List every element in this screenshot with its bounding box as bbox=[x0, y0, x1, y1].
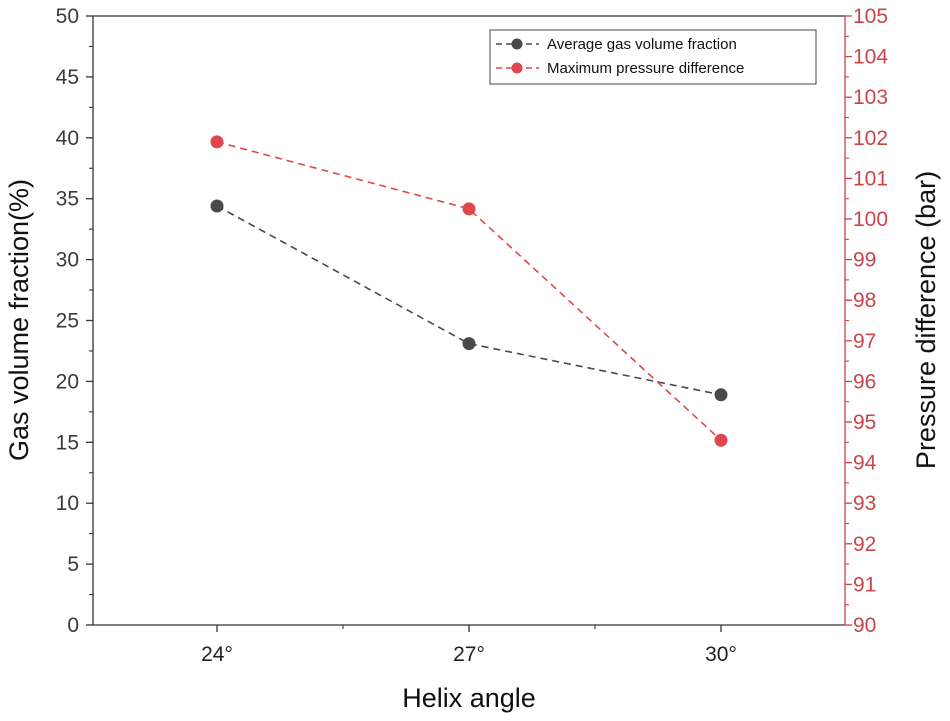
x-axis-title: Helix angle bbox=[402, 683, 536, 713]
right-tick-label: 101 bbox=[853, 167, 888, 190]
legend-label-gas: Average gas volume fraction bbox=[547, 36, 737, 53]
data-point-pressure-0 bbox=[210, 135, 224, 149]
right-tick-label: 102 bbox=[853, 127, 888, 150]
data-point-pressure-1 bbox=[462, 202, 476, 216]
left-tick-label: 5 bbox=[67, 553, 79, 576]
x-axis-ticks: 24° 27° 30° bbox=[201, 625, 737, 666]
legend-box bbox=[489, 29, 817, 85]
legend-label-pressure: Maximum pressure difference bbox=[547, 60, 744, 77]
data-point-pressure-2 bbox=[714, 433, 728, 447]
right-tick-label: 92 bbox=[853, 533, 876, 556]
data-point-gas-2 bbox=[714, 388, 728, 402]
right-tick-label: 94 bbox=[853, 452, 877, 475]
series-layer bbox=[210, 135, 728, 447]
left-tick-label: 10 bbox=[56, 492, 79, 515]
x-tick-label: 24° bbox=[201, 643, 233, 666]
x-tick-label: 30° bbox=[705, 643, 737, 666]
right-tick-label: 104 bbox=[853, 46, 888, 69]
left-tick-label: 30 bbox=[56, 249, 79, 272]
left-tick-label: 20 bbox=[56, 370, 79, 393]
series-line-pressure-difference bbox=[216, 141, 722, 441]
right-axis-title: Pressure difference (bar) bbox=[911, 171, 941, 469]
left-axis-ticks: 0 5 10 15 20 25 30 35 40 45 50 bbox=[56, 5, 93, 637]
right-axis-ticks: 90 91 92 93 94 95 96 97 98 99 100 101 102 103 104 105 bbox=[845, 5, 888, 637]
right-tick-label: 103 bbox=[853, 86, 888, 109]
left-axis-title: Gas volume fraction(%) bbox=[4, 179, 34, 461]
x-tick-label: 27° bbox=[453, 643, 485, 666]
right-tick-label: 98 bbox=[853, 289, 876, 312]
left-tick-label: 40 bbox=[56, 127, 79, 150]
left-tick-label: 50 bbox=[56, 5, 79, 28]
legend-marker-gas bbox=[511, 38, 523, 50]
left-tick-label: 45 bbox=[56, 66, 79, 89]
right-tick-label: 93 bbox=[853, 492, 876, 515]
right-tick-label: 96 bbox=[853, 370, 876, 393]
data-point-gas-0 bbox=[210, 199, 224, 213]
series-line-gas-volume-fraction bbox=[216, 205, 722, 396]
left-tick-label: 15 bbox=[56, 431, 79, 454]
legend-marker-pressure bbox=[511, 62, 523, 74]
right-tick-label: 97 bbox=[853, 330, 876, 353]
right-tick-label: 105 bbox=[853, 5, 888, 28]
right-tick-label: 90 bbox=[853, 614, 876, 637]
legend: Average gas volume fraction Maximum pres… bbox=[489, 29, 817, 85]
right-tick-label: 99 bbox=[853, 249, 876, 272]
right-tick-label: 95 bbox=[853, 411, 876, 434]
data-point-gas-1 bbox=[462, 337, 476, 351]
left-tick-label: 25 bbox=[56, 310, 79, 333]
left-tick-label: 0 bbox=[67, 614, 79, 637]
right-tick-label: 91 bbox=[853, 573, 876, 596]
right-tick-label: 100 bbox=[853, 208, 888, 231]
left-tick-label: 35 bbox=[56, 188, 79, 211]
